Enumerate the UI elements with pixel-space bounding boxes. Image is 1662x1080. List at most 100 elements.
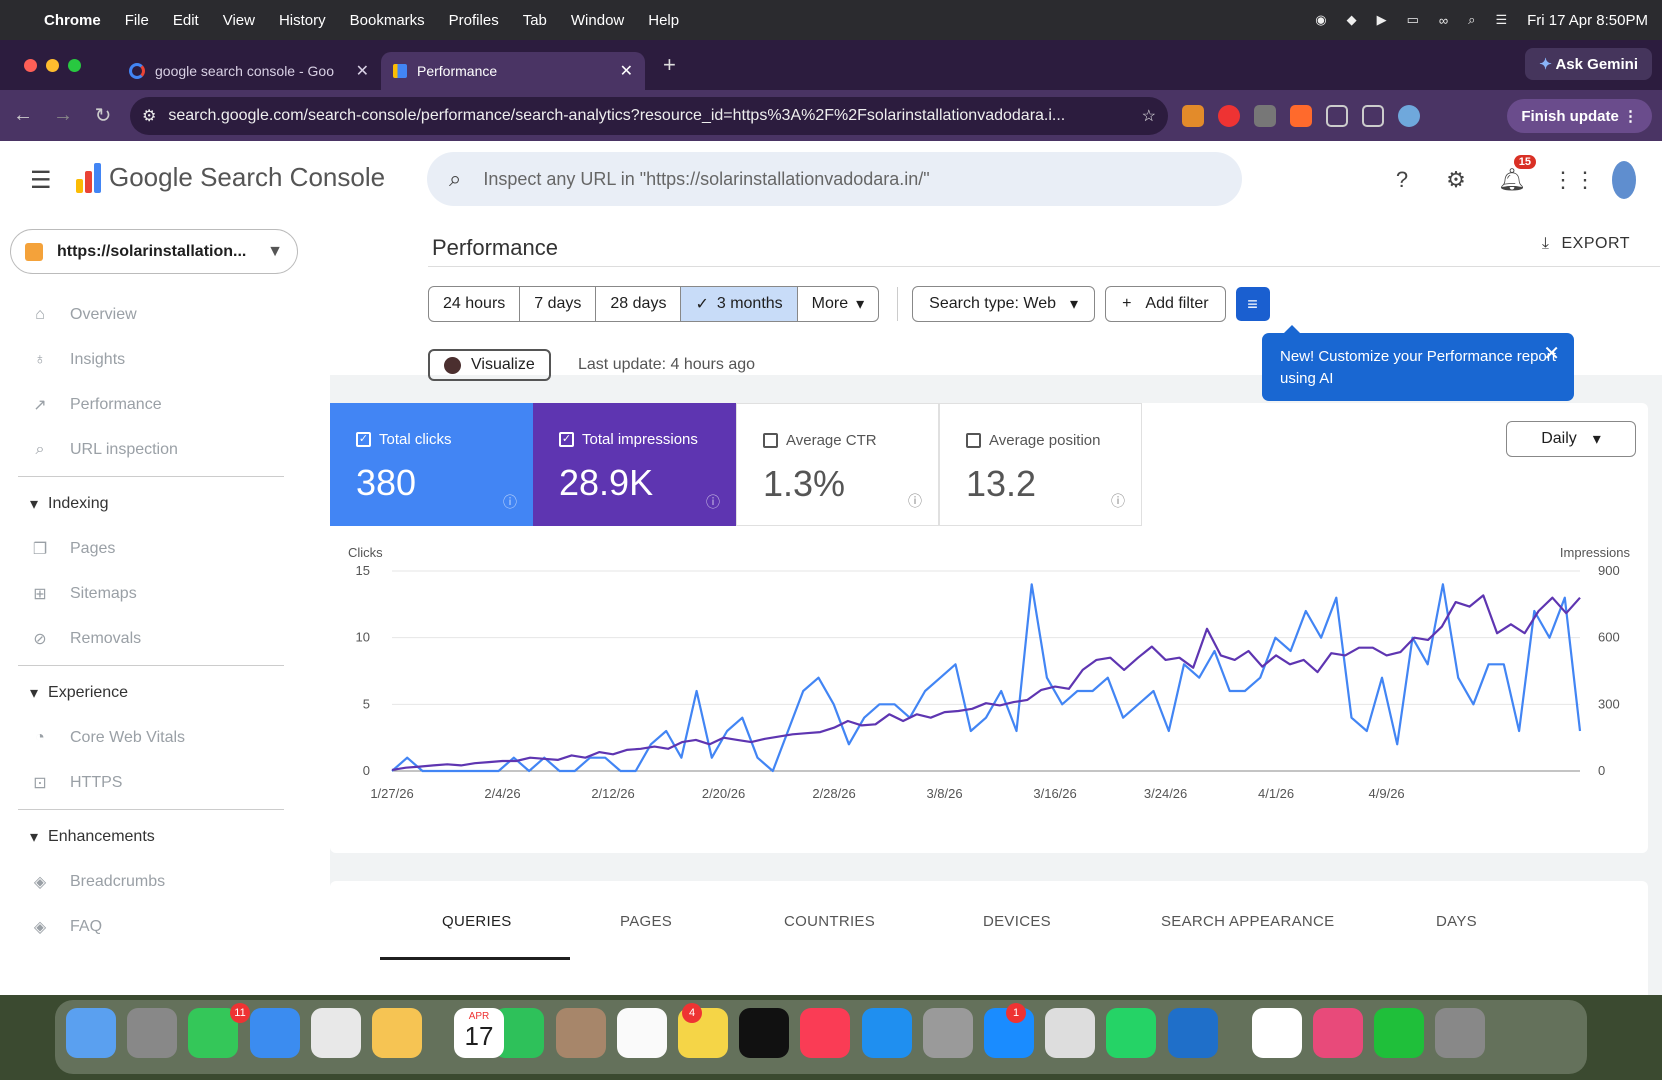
browser-tab-active[interactable]: Performance ✕	[381, 52, 645, 90]
preview-dock-icon[interactable]	[1045, 1008, 1096, 1058]
contacts-dock-icon[interactable]	[555, 1008, 606, 1058]
tab-pages[interactable]: PAGES	[620, 913, 673, 930]
browser-tab[interactable]: google search console - Goo ✕	[117, 52, 381, 90]
trash-dock-icon[interactable]	[1435, 1008, 1486, 1058]
checkbox-unchecked-icon[interactable]	[763, 433, 778, 448]
menu-bookmarks[interactable]: Bookmarks	[349, 11, 425, 29]
extensions-puzzle-icon[interactable]	[1326, 104, 1348, 127]
close-window-button[interactable]	[24, 58, 37, 72]
sidebar-item-https[interactable]: ⊡ HTTPS	[0, 760, 300, 805]
back-icon[interactable]: ←	[13, 104, 33, 126]
bookmark-star-icon[interactable]: ☆	[1141, 107, 1156, 125]
sidebar-section-experience[interactable]: ▾ Experience	[0, 670, 300, 715]
omnibox[interactable]: ⚙ search.google.com/search-console/perfo…	[130, 96, 1168, 135]
granularity-selector[interactable]: Daily ▾	[1506, 421, 1636, 457]
visualize-button[interactable]: Visualize	[428, 349, 551, 381]
sidebar-item-breadcrumbs[interactable]: ◈ Breadcrumbs	[0, 859, 300, 904]
play-icon[interactable]: ▶	[1376, 12, 1387, 27]
creative-cloud-dock-icon[interactable]	[1312, 1008, 1363, 1058]
tab-devices[interactable]: DEVICES	[983, 913, 1051, 930]
sidebar-item-performance[interactable]: ↗ Performance	[0, 382, 300, 427]
site-settings-icon[interactable]: ⚙	[142, 107, 157, 125]
apple-tv-dock-icon[interactable]	[739, 1008, 790, 1058]
extension-chart-icon[interactable]	[1182, 104, 1204, 127]
mail-dock-icon[interactable]	[249, 1008, 300, 1058]
extension-orange-icon[interactable]	[1290, 104, 1312, 127]
cast-icon[interactable]	[1362, 104, 1384, 127]
account-avatar[interactable]	[1612, 161, 1636, 199]
close-icon[interactable]: ✕	[1543, 343, 1560, 365]
finder-dock-icon[interactable]	[66, 1008, 116, 1058]
menu-help[interactable]: Help	[648, 11, 680, 29]
close-tab-icon[interactable]: ✕	[355, 63, 369, 80]
dropbox-icon[interactable]: ◆	[1346, 12, 1357, 27]
new-tab-icon[interactable]: +	[663, 52, 676, 77]
battery-icon[interactable]: ▭	[1406, 12, 1419, 27]
ai-customize-button[interactable]: ≡	[1235, 287, 1270, 321]
search-placeholder[interactable]: Inspect any URL in "https://solarinstall…	[483, 168, 930, 189]
search-type-filter[interactable]: Search type: Web ▾	[912, 286, 1096, 322]
chrome-dock-icon[interactable]	[1251, 1008, 1302, 1058]
date-range-more[interactable]: More ▾	[798, 287, 878, 321]
sidebar-item-insights[interactable]: ♁ Insights	[0, 337, 300, 382]
tab-days[interactable]: DAYS	[1436, 913, 1477, 930]
sidebar-item-pages[interactable]: ❐ Pages	[0, 526, 300, 571]
metric-average-ctr[interactable]: Average CTR 1.3% ⓘ	[736, 403, 939, 526]
ask-gemini-button[interactable]: ✦ Ask Gemini	[1525, 48, 1652, 80]
menu-window[interactable]: Window	[570, 11, 625, 29]
apps-grid-icon[interactable]: ⋮⋮	[1552, 167, 1596, 192]
system-settings-dock-icon[interactable]	[922, 1008, 973, 1058]
export-button[interactable]: ⤓ EXPORT	[1542, 235, 1630, 253]
sidebar-item-overview[interactable]: ⌂ Overview	[0, 292, 300, 337]
launchpad-dock-icon[interactable]	[127, 1008, 178, 1058]
notifications-bell-icon[interactable]: 🔔︎ 15	[1498, 155, 1536, 193]
photos-dock-icon[interactable]	[372, 1008, 422, 1058]
add-filter-button[interactable]: + Add filter	[1105, 286, 1226, 322]
date-range-28d[interactable]: 28 days	[596, 287, 682, 321]
profile-avatar-icon[interactable]	[1398, 104, 1420, 127]
status-icon[interactable]: ◉	[1315, 12, 1327, 27]
metric-average-position[interactable]: Average position 13.2 ⓘ	[939, 403, 1142, 526]
tab-countries[interactable]: COUNTRIES	[784, 913, 876, 930]
extension-pokeball-icon[interactable]	[1218, 104, 1240, 127]
sidebar-item-sitemaps[interactable]: ⊞ Sitemaps	[0, 571, 300, 616]
help-icon[interactable]: ⓘ	[503, 494, 517, 510]
date-range-7d[interactable]: 7 days	[520, 287, 597, 321]
menubar-clock[interactable]: Fri 17 Apr 8:50PM	[1527, 11, 1648, 29]
whatsapp-dock-icon[interactable]	[1106, 1008, 1157, 1058]
reminders-dock-icon[interactable]	[616, 1008, 667, 1058]
menu-tab[interactable]: Tab	[522, 11, 547, 29]
menu-app-name[interactable]: Chrome	[44, 11, 101, 29]
menu-history[interactable]: History	[278, 11, 326, 29]
sidebar-section-indexing[interactable]: ▾ Indexing	[0, 481, 300, 526]
sidebar-item-core-web-vitals[interactable]: ◔ Core Web Vitals	[0, 715, 300, 760]
checkbox-unchecked-icon[interactable]	[966, 433, 981, 448]
finish-update-button[interactable]: Finish update ⋮	[1507, 98, 1652, 133]
url-text[interactable]: search.google.com/search-console/perform…	[168, 106, 1066, 124]
menu-file[interactable]: File	[124, 11, 149, 29]
metric-total-impressions[interactable]: ✓ Total impressions 28.9K ⓘ	[533, 403, 736, 526]
menu-profiles[interactable]: Profiles	[448, 11, 499, 29]
help-icon[interactable]: ?	[1395, 167, 1409, 192]
music-dock-icon[interactable]	[800, 1008, 851, 1058]
forward-icon[interactable]: →	[53, 104, 73, 126]
close-tab-icon[interactable]: ✕	[619, 63, 633, 80]
help-icon[interactable]: ⓘ	[706, 494, 720, 510]
hamburger-menu-icon[interactable]: ☰	[30, 167, 52, 194]
extension-mouse-icon[interactable]	[1254, 104, 1276, 127]
app-store-dock-icon[interactable]	[861, 1008, 912, 1058]
minimize-window-button[interactable]	[46, 58, 59, 72]
date-range-24h[interactable]: 24 hours	[429, 287, 521, 321]
performance-line-chart[interactable]: Clicks Impressions 0 5 10 15 0 300 600 900 1/27/26…	[330, 543, 1648, 843]
checkbox-checked-icon[interactable]: ✓	[356, 432, 371, 447]
help-icon[interactable]: ⓘ	[1111, 493, 1125, 509]
link-icon[interactable]: ∞	[1438, 12, 1449, 28]
vscode-dock-icon[interactable]	[1167, 1008, 1218, 1058]
sidebar-item-faq[interactable]: ◈ FAQ	[0, 904, 300, 949]
menu-view[interactable]: View	[222, 11, 255, 29]
metric-total-clicks[interactable]: ✓ Total clicks 380 ⓘ	[330, 403, 533, 526]
user-settings-icon[interactable]: ⚙	[1446, 167, 1466, 192]
numbers-dock-icon[interactable]	[1374, 1008, 1424, 1058]
maximize-window-button[interactable]	[68, 58, 81, 72]
search-console-logo[interactable]: Google Search Console	[76, 161, 385, 193]
